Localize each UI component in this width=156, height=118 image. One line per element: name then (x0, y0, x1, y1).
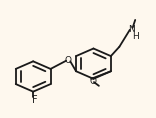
Text: F: F (32, 95, 38, 105)
Text: H: H (133, 32, 139, 41)
Text: N: N (128, 25, 135, 34)
Text: O: O (64, 56, 71, 65)
Text: O: O (89, 77, 96, 86)
